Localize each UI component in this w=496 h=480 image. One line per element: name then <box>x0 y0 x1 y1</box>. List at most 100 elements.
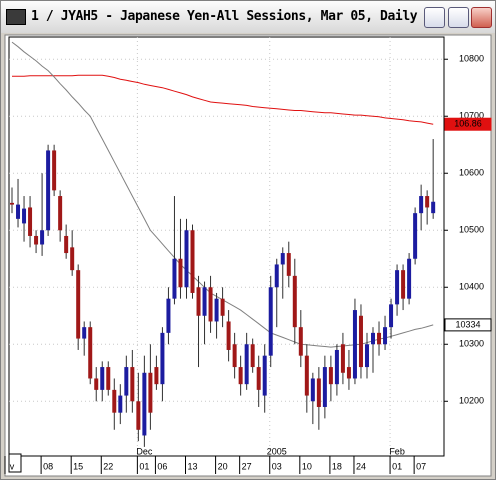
candle-body <box>262 355 267 396</box>
candle-body <box>172 258 177 299</box>
candle-body <box>88 327 93 379</box>
candle-body <box>202 287 207 316</box>
last-value-box <box>444 117 492 131</box>
candle-body <box>298 327 303 356</box>
candle-body <box>364 344 369 368</box>
x-tick-label: 10 <box>302 461 312 471</box>
candle-body <box>208 287 213 322</box>
candle-body <box>10 202 15 205</box>
x-tick-label: 08 <box>43 461 53 471</box>
candle-body <box>100 367 105 390</box>
candle-body <box>431 201 436 214</box>
candle-body <box>64 235 69 254</box>
x-tick-label: 01 <box>139 461 149 471</box>
candle-body <box>178 258 183 288</box>
candle-body <box>395 270 400 305</box>
y-tick-label: 10500 <box>459 225 484 235</box>
candle-body <box>76 270 81 339</box>
candle-body <box>220 298 225 316</box>
candle-body <box>328 367 333 385</box>
candle-body <box>166 298 171 333</box>
candle-body <box>130 367 135 402</box>
candle-body <box>340 344 345 373</box>
y-tick-label: 10700 <box>459 111 484 121</box>
candle-body <box>142 372 147 436</box>
candle-body <box>28 207 33 236</box>
candle-body <box>310 378 315 402</box>
candle-body <box>112 389 117 413</box>
app-icon <box>6 9 26 25</box>
month-label: 2005 <box>267 446 287 456</box>
candle-body <box>148 372 153 413</box>
corner-box <box>8 453 22 473</box>
candle-body <box>94 378 99 390</box>
candle-body <box>238 367 243 385</box>
candle-body <box>34 235 39 245</box>
maximize-button[interactable] <box>448 7 469 28</box>
candle-body <box>401 270 406 299</box>
candle-body <box>280 253 285 265</box>
candle-body <box>52 150 57 191</box>
candle-body <box>214 298 219 322</box>
candle-body <box>268 287 273 356</box>
candle-body <box>346 367 351 379</box>
x-tick-label: 15 <box>73 461 83 471</box>
x-tick-label: 07 <box>416 461 426 471</box>
candle-body <box>304 355 309 396</box>
y-tick-label: 10800 <box>459 54 484 64</box>
y-tick-label: 10300 <box>459 339 484 349</box>
x-tick-label: 06 <box>157 461 167 471</box>
candle-body <box>389 304 394 328</box>
x-tick-label: 24 <box>356 461 366 471</box>
window-title: 1 / JYAH5 - Japanese Yen-All Sessions, M… <box>31 9 418 24</box>
x-tick-label: 03 <box>272 461 282 471</box>
candle-body <box>136 401 141 430</box>
candle-body <box>40 230 45 245</box>
x-tick-label: 27 <box>242 461 252 471</box>
candle-body <box>70 247 75 271</box>
candle-body <box>250 344 255 368</box>
y-tick-label: 10600 <box>459 168 484 178</box>
candle-body <box>190 230 195 293</box>
candle-body <box>292 275 297 328</box>
candle-body <box>154 367 159 385</box>
candle-body <box>196 287 201 316</box>
candle-body <box>286 253 291 276</box>
candle-body <box>232 344 237 368</box>
candle-body <box>184 230 189 288</box>
candle-body <box>413 213 418 259</box>
x-tick-label: 20 <box>218 461 228 471</box>
candle-body <box>383 327 388 345</box>
candle-body <box>118 395 123 413</box>
y-tick-label: 10200 <box>459 396 484 406</box>
title-bar: 1 / JYAH5 - Japanese Yen-All Sessions, M… <box>1 1 495 33</box>
candle-body <box>358 315 363 368</box>
candle-body <box>377 332 382 345</box>
moving-average-line <box>12 74 434 125</box>
candle-body <box>226 321 231 350</box>
close-button[interactable] <box>471 7 492 28</box>
candle-body <box>274 264 279 288</box>
last-value-label: 106.86 <box>454 119 482 129</box>
candle-body <box>407 258 412 299</box>
month-label: Feb <box>389 446 405 456</box>
candle-body <box>106 367 111 390</box>
candle-body <box>22 208 27 224</box>
x-tick-label: 13 <box>187 461 197 471</box>
candle-body <box>256 367 261 390</box>
candle-body <box>322 367 327 407</box>
x-tick-label: 18 <box>332 461 342 471</box>
candle-body <box>160 332 165 385</box>
candle-body <box>82 327 87 339</box>
candle-body <box>46 150 51 231</box>
candle-body <box>334 349 339 385</box>
candle-body <box>425 196 430 208</box>
minimize-button[interactable] <box>424 7 445 28</box>
candle-body <box>58 196 63 231</box>
candle-body <box>316 378 321 407</box>
y-tick-label: 10400 <box>459 282 484 292</box>
candle-body <box>124 367 129 396</box>
candle-body <box>352 310 357 379</box>
